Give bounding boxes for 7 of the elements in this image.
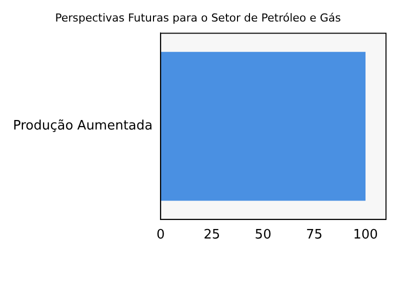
chart-title: Perspectivas Futuras para o Setor de Petróleo e Gás <box>55 11 342 24</box>
x-tick-label: 25 <box>204 228 220 243</box>
x-tick-label: 0 <box>156 228 165 243</box>
x-tick-label: 75 <box>306 228 323 243</box>
x-tick-label: 100 <box>353 228 378 243</box>
y-tick-label: Produção Aumentada <box>12 118 153 134</box>
x-tick-label: 50 <box>254 228 272 243</box>
